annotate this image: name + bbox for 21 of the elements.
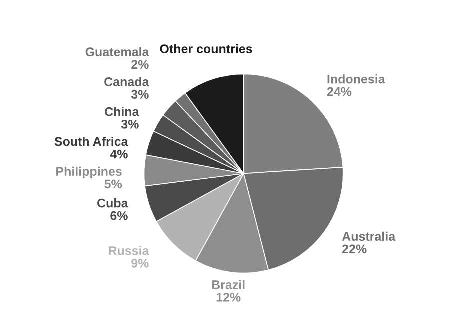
data-label: 12% bbox=[216, 293, 241, 302]
slice-label: Guatemala bbox=[86, 47, 150, 57]
data-label: 5% bbox=[104, 180, 122, 189]
data-label: 3% bbox=[121, 120, 139, 129]
data-label: 3% bbox=[131, 90, 149, 99]
slice-label: Russia bbox=[109, 246, 150, 256]
slice-label: Canada bbox=[104, 77, 150, 86]
data-label: 4% bbox=[110, 150, 128, 159]
data-label: 6% bbox=[110, 211, 128, 220]
slice-label: Cuba bbox=[98, 198, 128, 208]
slice-label: Philippines bbox=[56, 166, 122, 178]
data-label: 22% bbox=[342, 244, 367, 254]
slice-label: Indonesia bbox=[328, 74, 386, 84]
data-label: 24% bbox=[327, 87, 352, 96]
slice-label: South Africa bbox=[54, 136, 128, 146]
slice-label: Brazil bbox=[212, 280, 245, 290]
data-label: 2% bbox=[132, 60, 149, 70]
slice-label: China bbox=[105, 107, 140, 116]
slice-label: Other countries bbox=[160, 44, 252, 54]
slice-label: Australia bbox=[342, 232, 396, 242]
data-label: 9% bbox=[132, 259, 149, 268]
